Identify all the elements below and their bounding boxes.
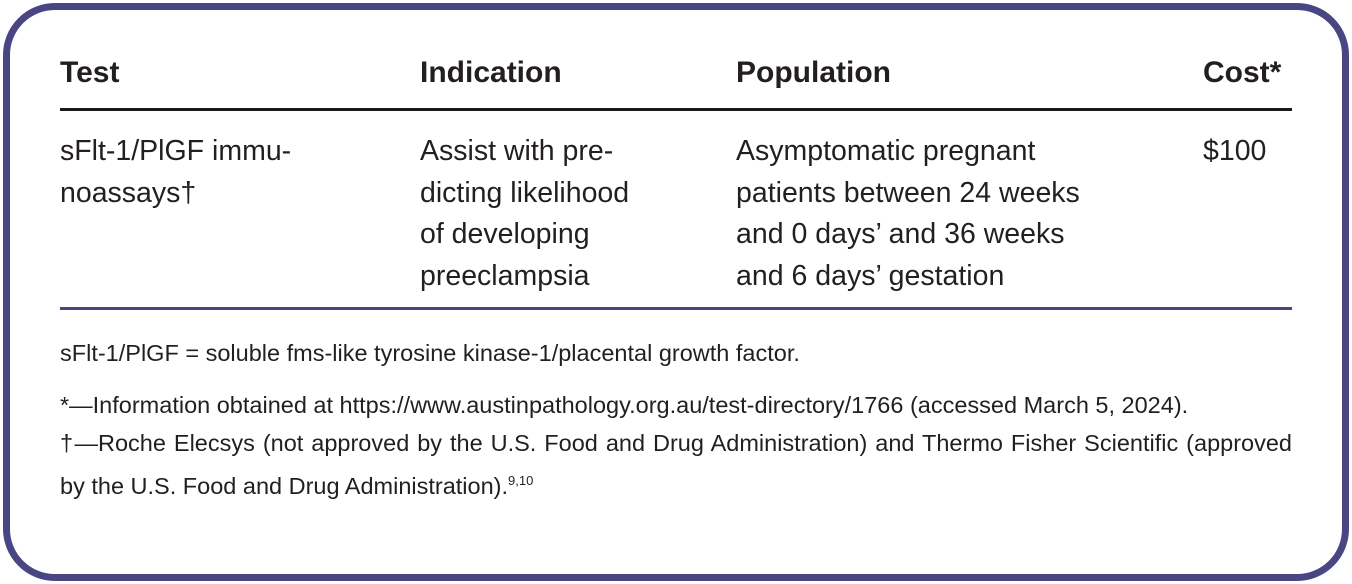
cell-indication: Assist with pre- dicting likelihood of d… [420,135,630,292]
cell-cost: $100 [1203,135,1267,167]
footnote-dagger-text: †—Roche Elecsys (not approved by the U.S… [60,430,1292,499]
cell-population: Asymptomatic pregnant patients between 2… [736,135,1080,292]
table-row: sFlt-1/PlGF immu- noassays† Assist with … [60,111,1292,310]
table-frame [3,3,1349,581]
header-test: Test [60,56,120,89]
header-indication: Indication [420,56,562,89]
header-cost: Cost* [1203,56,1282,89]
footnote-references: 9,10 [508,473,534,488]
footnote-dagger: †—Roche Elecsys (not approved by the U.S… [60,424,1292,505]
table-header: Test Indication Population Cost* [60,52,1292,111]
footnote-abbreviation: sFlt-1/PlGF = soluble fms-like tyrosine … [60,340,800,366]
data-table: Test Indication Population Cost* sFlt-1/… [60,52,1292,310]
header-population: Population [736,56,891,89]
footnotes: sFlt-1/PlGF = soluble fms-like tyrosine … [60,334,1292,519]
footnote-asterisk: *—Information obtained at https://www.au… [60,392,1189,418]
cell-test: sFlt-1/PlGF immu- noassays† [60,135,292,209]
